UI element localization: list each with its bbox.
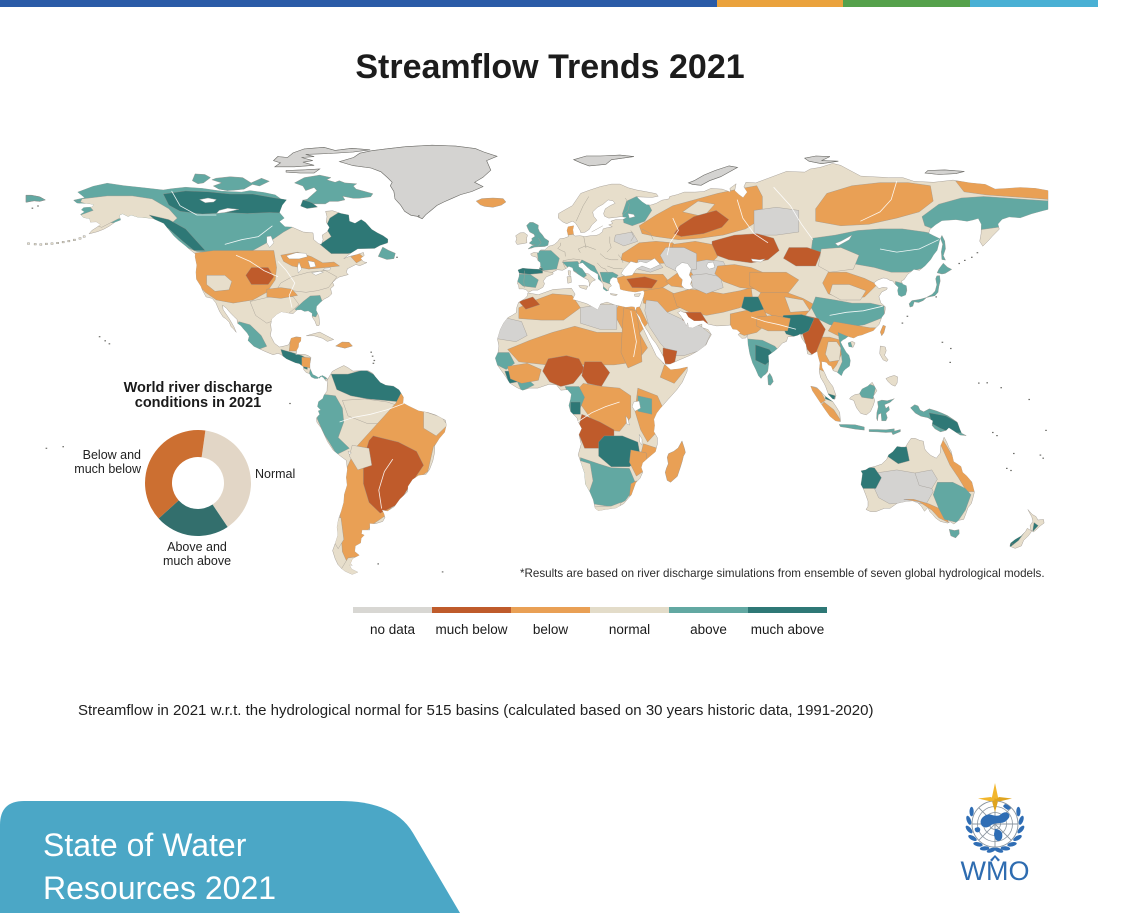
- svg-text:WMO: WMO: [961, 856, 1030, 885]
